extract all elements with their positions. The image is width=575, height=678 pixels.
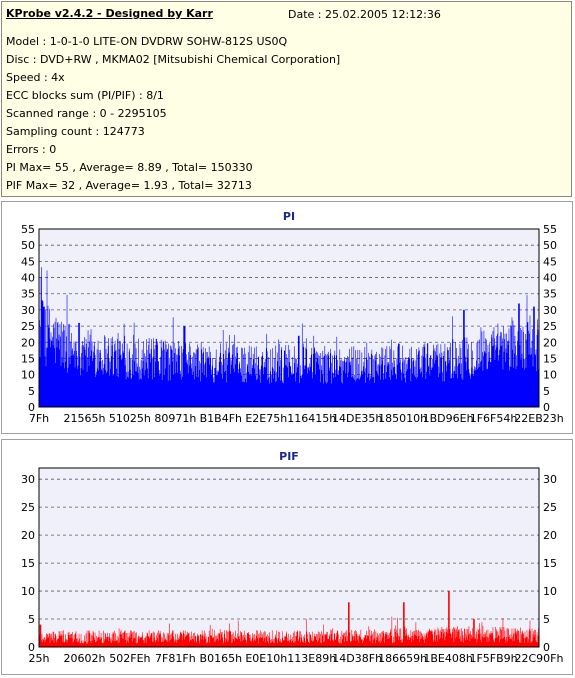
y-tick-label-left: 5	[28, 613, 35, 626]
x-tick-label: 14DE35h	[332, 412, 382, 425]
pif-chart: PIF 0 0 5 5 10 10 15 15 20 20 25 25 30 30 25h 20602h 502F…	[21, 450, 564, 665]
x-tick-label: 502FEh	[109, 652, 150, 665]
speed-line: Speed : 4x	[6, 71, 65, 84]
info-panel: KProbe v2.4.2 - Designed by Karr Date : …	[1, 1, 572, 197]
scan-date: Date : 25.02.2005 12:12:36	[288, 8, 441, 21]
y-tick-label-left: 50	[21, 239, 35, 252]
x-tick-label: E2E75h	[245, 412, 287, 425]
y-tick-label-left: 25	[21, 320, 35, 333]
pif-chart-panel: PIF 0 0 5 5 10 10 15 15 20 20 25 25 30 30 25h 20602h 502F…	[1, 439, 573, 675]
y-tick-label-left: 40	[21, 272, 35, 285]
plot-area	[38, 467, 540, 648]
x-tick-label: 7Fh	[29, 412, 49, 425]
y-tick-label-right: 5	[543, 385, 550, 398]
x-tick-label: 51025h	[109, 412, 151, 425]
errors-line: Errors : 0	[6, 143, 57, 156]
y-tick-label-left: 15	[21, 352, 35, 365]
x-tick-label: B0165h	[200, 652, 243, 665]
x-tick-label: 116415h	[287, 412, 336, 425]
y-tick-label-left: 25	[21, 501, 35, 514]
y-tick-label-right: 30	[543, 304, 557, 317]
y-tick-label-left: 15	[21, 557, 35, 570]
x-tick-label: 185010h	[378, 412, 427, 425]
x-tick-label: 25h	[29, 652, 50, 665]
y-tick-label-right: 15	[543, 557, 557, 570]
y-tick-label-left: 10	[21, 585, 35, 598]
y-tick-label-right: 0	[543, 641, 550, 654]
y-tick-label-left: 10	[21, 369, 35, 382]
y-tick-label-right: 0	[543, 401, 550, 414]
x-tick-label: 7F81Fh	[155, 652, 196, 665]
x-tick-label: 1F6F54h	[470, 412, 518, 425]
plot-border	[38, 228, 540, 408]
disc-line: Disc : DVD+RW , MKMA02 [Mitsubishi Chemi…	[6, 53, 341, 66]
y-tick-label-left: 20	[21, 336, 35, 349]
x-tick-label: 113E89h	[287, 652, 336, 665]
y-tick-label-left: 5	[28, 385, 35, 398]
y-tick-label-right: 10	[543, 369, 557, 382]
y-tick-label-left: 35	[21, 288, 35, 301]
y-tick-label-right: 30	[543, 473, 557, 486]
plot-border	[38, 467, 540, 648]
x-tick-label: 1BD96Eh	[423, 412, 474, 425]
y-tick-label-right: 45	[543, 255, 557, 268]
y-tick-label-left: 30	[21, 304, 35, 317]
y-tick-label-right: 25	[543, 320, 557, 333]
pif-stats-line: PIF Max= 32 , Average= 1.93 , Total= 327…	[6, 179, 252, 192]
sampling-line: Sampling count : 124773	[6, 125, 145, 138]
y-tick-label-right: 35	[543, 288, 557, 301]
y-tick-label-left: 20	[21, 529, 35, 542]
y-tick-label-left: 30	[21, 473, 35, 486]
x-tick-label: 22C90Fh	[515, 652, 564, 665]
x-tick-label: 21565h	[63, 412, 105, 425]
x-tick-label: 14D38Fh	[332, 652, 382, 665]
x-tick-label: 22EB23h	[514, 412, 563, 425]
ecc-line: ECC blocks sum (PI/PIF) : 8/1	[6, 89, 164, 102]
range-line: Scanned range : 0 - 2295105	[6, 107, 167, 120]
y-tick-label-right: 50	[543, 239, 557, 252]
pi-stats-line: PI Max= 55 , Average= 8.89 , Total= 1503…	[6, 161, 253, 174]
x-tick-label: 80971h	[154, 412, 196, 425]
x-tick-label: 20602h	[63, 652, 105, 665]
y-tick-label-right: 25	[543, 501, 557, 514]
y-tick-label-right: 20	[543, 336, 557, 349]
y-tick-label-right: 10	[543, 585, 557, 598]
y-tick-label-right: 15	[543, 352, 557, 365]
chart-title: PI	[283, 210, 295, 223]
x-tick-label: 186659h	[378, 652, 427, 665]
y-tick-label-right: 55	[543, 223, 557, 236]
y-tick-label-left: 55	[21, 223, 35, 236]
x-tick-label: B1B4Fh	[200, 412, 242, 425]
y-tick-label-right: 20	[543, 529, 557, 542]
x-tick-label: E0E10h	[245, 652, 287, 665]
y-tick-label-left: 0	[28, 401, 35, 414]
model-line: Model : 1-0-1-0 LITE-ON DVDRW SOHW-812S …	[6, 35, 288, 48]
y-tick-label-right: 5	[543, 613, 550, 626]
chart-title: PIF	[279, 450, 299, 463]
pi-chart-panel: PI 0 0 5 5 10 10 15 15 20 20 25 25 30 30 35 35 40 40 45 45 50…	[1, 201, 573, 434]
x-tick-label: 1BE408h	[423, 652, 472, 665]
app-title: KProbe v2.4.2 - Designed by Karr	[6, 7, 213, 20]
y-tick-label-right: 40	[543, 272, 557, 285]
y-tick-label-left: 0	[28, 641, 35, 654]
y-tick-label-left: 45	[21, 255, 35, 268]
x-tick-label: 1F5FB9h	[469, 652, 517, 665]
